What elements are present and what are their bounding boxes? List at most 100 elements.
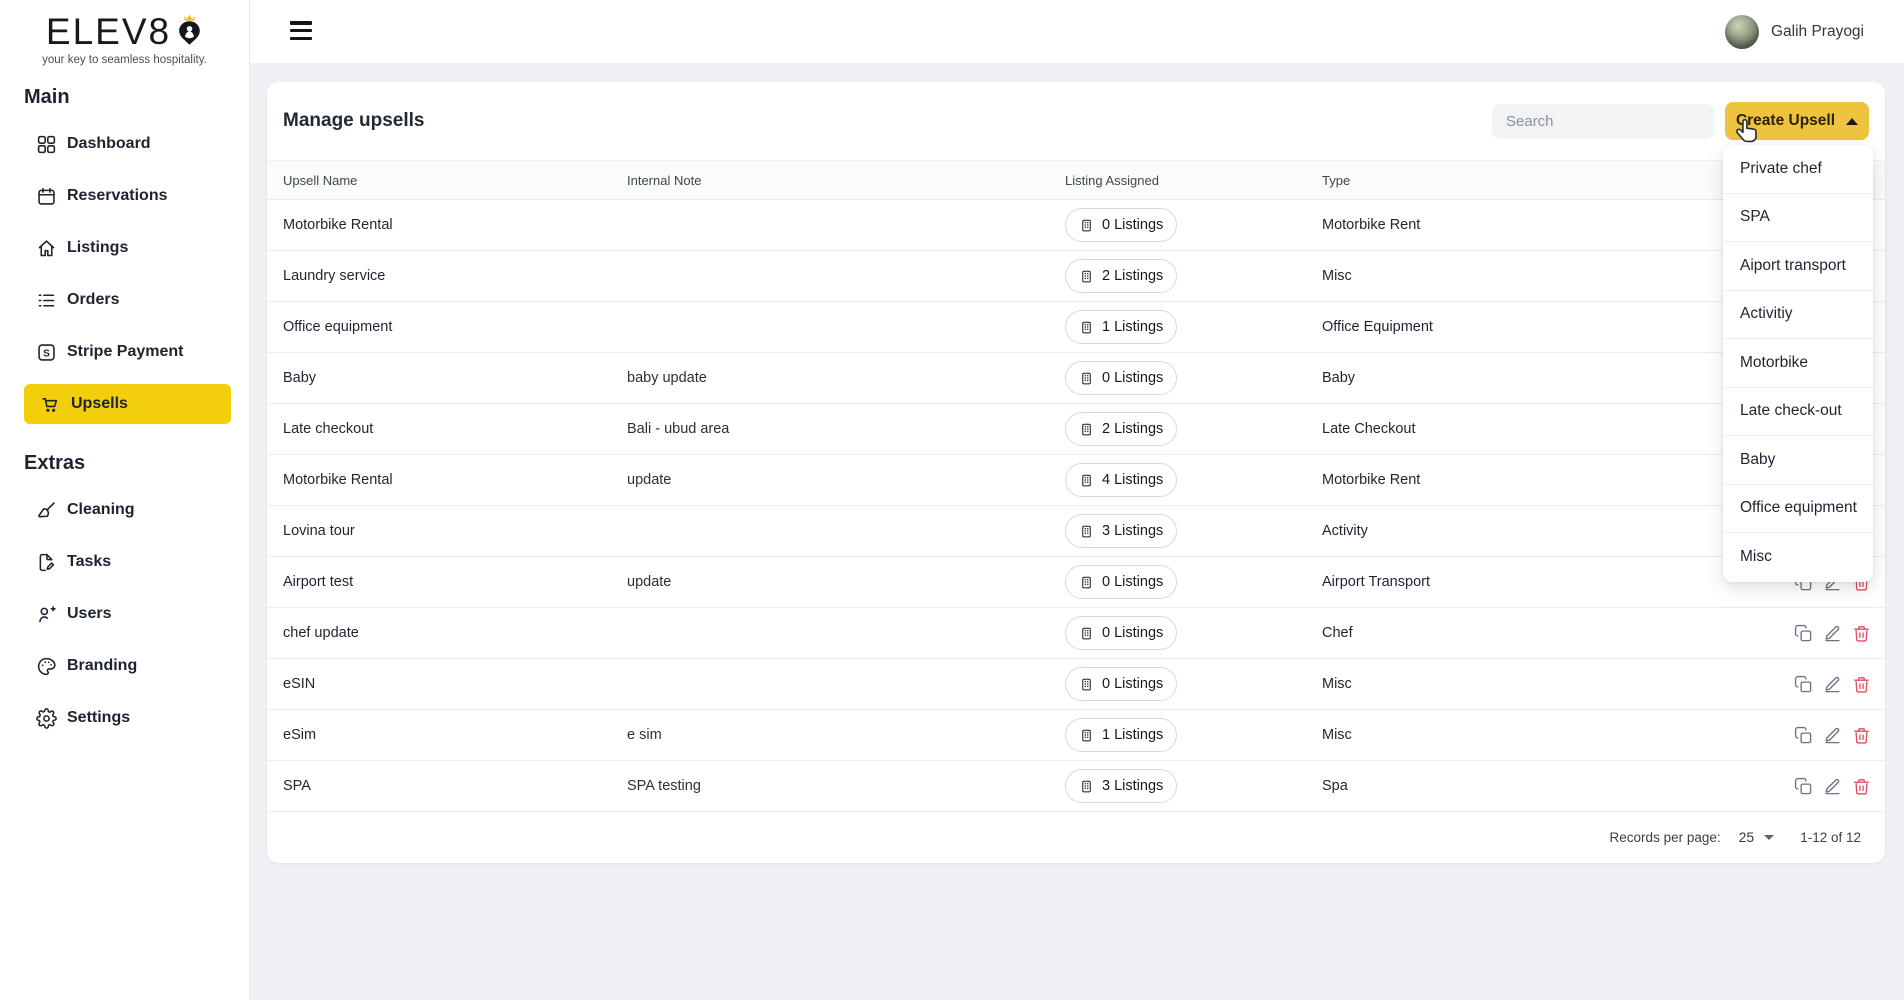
- manage-upsells-card: Manage upsells Create Upsell Upsell Name…: [267, 82, 1885, 863]
- listings-count: 1 Listings: [1102, 319, 1164, 335]
- sidebar-item-dashboard[interactable]: Dashboard: [0, 118, 249, 170]
- listings-count: 0 Listings: [1102, 370, 1164, 386]
- building-icon: [1079, 523, 1094, 540]
- table-row: Office equipment 1 Listings Office Equipme…: [267, 302, 1885, 353]
- cell-upsell-name: Office equipment: [283, 319, 393, 335]
- building-icon: [1079, 727, 1094, 744]
- cart-icon: [40, 394, 61, 415]
- brand-pin-crown-icon: [176, 10, 203, 47]
- dashboard-icon: [36, 134, 57, 155]
- dropdown-item-office-equipment[interactable]: Office equipment: [1723, 484, 1873, 533]
- col-upsell-name: Upsell Name: [283, 172, 358, 188]
- cell-upsell-name: Motorbike Rental: [283, 217, 393, 233]
- sidebar-item-cleaning[interactable]: Cleaning: [0, 484, 249, 536]
- dropdown-item-motorbike[interactable]: Motorbike: [1723, 339, 1873, 388]
- edit-icon: [1823, 777, 1842, 796]
- listings-chip[interactable]: 0 Listings: [1065, 667, 1178, 701]
- sidebar-item-reservations[interactable]: Reservations: [0, 170, 249, 222]
- edit-button[interactable]: [1823, 624, 1842, 643]
- edit-icon: [1823, 624, 1842, 643]
- sidebar-item-label: Orders: [67, 291, 120, 308]
- sidebar-nav: Main Dashboard Reservations Listings Orders S…: [0, 84, 249, 744]
- delete-button[interactable]: [1852, 624, 1871, 643]
- delete-button[interactable]: [1852, 675, 1871, 694]
- dropdown-item-spa[interactable]: SPA: [1723, 193, 1873, 242]
- dropdown-item-baby[interactable]: Baby: [1723, 436, 1873, 485]
- listings-count: 1 Listings: [1102, 727, 1164, 743]
- brand-tagline: your key to seamless hospitality.: [42, 54, 207, 66]
- listings-chip[interactable]: 0 Listings: [1065, 208, 1178, 242]
- menu-icon[interactable]: [290, 21, 314, 42]
- svg-text:S: S: [43, 348, 50, 359]
- dropdown-item-private-chef[interactable]: Private chef: [1723, 145, 1873, 194]
- copy-button[interactable]: [1794, 777, 1813, 796]
- broom-icon: [36, 500, 57, 521]
- copy-button[interactable]: [1794, 624, 1813, 643]
- edit-button[interactable]: [1823, 726, 1842, 745]
- listings-chip[interactable]: 2 Listings: [1065, 259, 1178, 293]
- avatar[interactable]: [1724, 14, 1759, 49]
- edit-button[interactable]: [1823, 777, 1842, 796]
- building-icon: [1079, 472, 1094, 489]
- search-input[interactable]: [1492, 103, 1714, 139]
- cell-type: Spa: [1322, 778, 1348, 794]
- home-icon: [36, 238, 57, 259]
- sidebar-item-branding[interactable]: Branding: [0, 640, 249, 692]
- copy-icon: [1794, 777, 1813, 796]
- delete-button[interactable]: [1852, 777, 1871, 796]
- listings-chip[interactable]: 3 Listings: [1065, 769, 1178, 803]
- trash-icon: [1852, 675, 1871, 694]
- table-row: eSIN 0 Listings Misc: [267, 659, 1885, 710]
- cell-upsell-name: Baby: [283, 370, 317, 386]
- sidebar-item-label: Tasks: [67, 553, 112, 570]
- sidebar-item-stripe-payment[interactable]: S Stripe Payment: [0, 326, 249, 378]
- building-icon: [1079, 268, 1094, 285]
- delete-button[interactable]: [1852, 726, 1871, 745]
- sidebar-item-users[interactable]: Users: [0, 588, 249, 640]
- listings-chip[interactable]: 4 Listings: [1065, 463, 1178, 497]
- table-row: Airport test update 0 Listings Airport Tran…: [267, 557, 1885, 608]
- sidebar-item-label: Reservations: [67, 187, 168, 204]
- building-icon: [1079, 217, 1094, 234]
- listings-chip[interactable]: 3 Listings: [1065, 514, 1178, 548]
- sidebar-item-label: Stripe Payment: [67, 343, 184, 360]
- cell-upsell-name: Laundry service: [283, 268, 386, 284]
- sidebar-item-upsells[interactable]: Upsells: [24, 384, 231, 424]
- edit-button[interactable]: [1823, 675, 1842, 694]
- copy-button[interactable]: [1794, 675, 1813, 694]
- listings-chip[interactable]: 1 Listings: [1065, 718, 1178, 752]
- listings-chip[interactable]: 0 Listings: [1065, 361, 1178, 395]
- listings-chip[interactable]: 1 Listings: [1065, 310, 1178, 344]
- cell-upsell-name: chef update: [283, 625, 359, 641]
- stripe-icon: S: [36, 342, 57, 363]
- sidebar-item-orders[interactable]: Orders: [0, 274, 249, 326]
- dropdown-item-late-check-out[interactable]: Late check-out: [1723, 387, 1873, 436]
- table-row: eSim e sim 1 Listings Misc: [267, 710, 1885, 761]
- copy-button[interactable]: [1794, 726, 1813, 745]
- dropdown-item-aiport-transport[interactable]: Aiport transport: [1723, 242, 1873, 291]
- records-per-page-value: 25: [1738, 829, 1755, 845]
- sidebar-item-label: Branding: [67, 657, 138, 674]
- sidebar-item-listings[interactable]: Listings: [0, 222, 249, 274]
- table-row: Motorbike Rental 0 Listings Motorbike Rent: [267, 200, 1885, 251]
- building-icon: [1079, 625, 1094, 642]
- table-header: Upsell Name Internal Note Listing Assign…: [267, 160, 1885, 200]
- dropdown-item-misc[interactable]: Misc: [1723, 533, 1873, 582]
- cell-type: Misc: [1322, 676, 1352, 692]
- records-per-page-select[interactable]: 25: [1739, 829, 1775, 845]
- sidebar-item-tasks[interactable]: Tasks: [0, 536, 249, 588]
- calendar-icon: [36, 186, 57, 207]
- create-upsell-button[interactable]: Create Upsell: [1725, 102, 1869, 140]
- listings-chip[interactable]: 0 Listings: [1065, 616, 1178, 650]
- dropdown-item-activitiy[interactable]: Activitiy: [1723, 290, 1873, 339]
- sidebar-item-label: Cleaning: [67, 501, 135, 518]
- row-actions: [1755, 777, 1885, 796]
- palette-icon: [36, 656, 57, 677]
- cell-upsell-name: eSIN: [283, 676, 316, 692]
- listings-chip[interactable]: 0 Listings: [1065, 565, 1178, 599]
- cell-type: Chef: [1322, 625, 1353, 641]
- list-icon: [36, 290, 57, 311]
- listings-chip[interactable]: 2 Listings: [1065, 412, 1178, 446]
- user-menu[interactable]: Galih Prayogi: [1724, 0, 1864, 63]
- sidebar-item-settings[interactable]: Settings: [0, 692, 249, 744]
